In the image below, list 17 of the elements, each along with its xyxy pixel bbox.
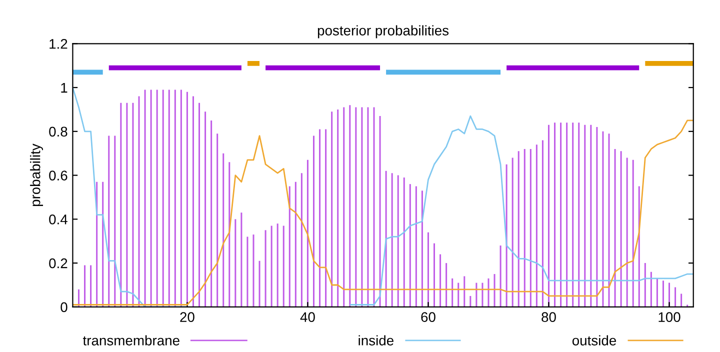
legend-label: outside: [572, 335, 616, 346]
y-tick-label: 0.4: [49, 214, 68, 224]
y-tick-label: 0: [60, 302, 68, 312]
chart-title: posterior probabilities: [318, 25, 449, 38]
y-tick-label: 1: [61, 83, 68, 93]
legend-label: transmembrane: [82, 335, 180, 346]
x-tick-label: 20: [180, 312, 194, 322]
legend-label: inside: [358, 335, 394, 346]
x-tick-label: 80: [542, 312, 556, 322]
x-tick-label: 40: [300, 312, 315, 322]
y-tick-label: 0.2: [49, 258, 68, 268]
x-tick-label: 100: [658, 312, 680, 322]
y-tick-label: 0.8: [49, 126, 68, 137]
y-tick-label: 0.6: [49, 170, 68, 180]
y-axis-title: probability: [30, 144, 43, 206]
x-tick-label: 60: [421, 312, 436, 322]
y-tick-label: 1.2: [50, 38, 68, 49]
